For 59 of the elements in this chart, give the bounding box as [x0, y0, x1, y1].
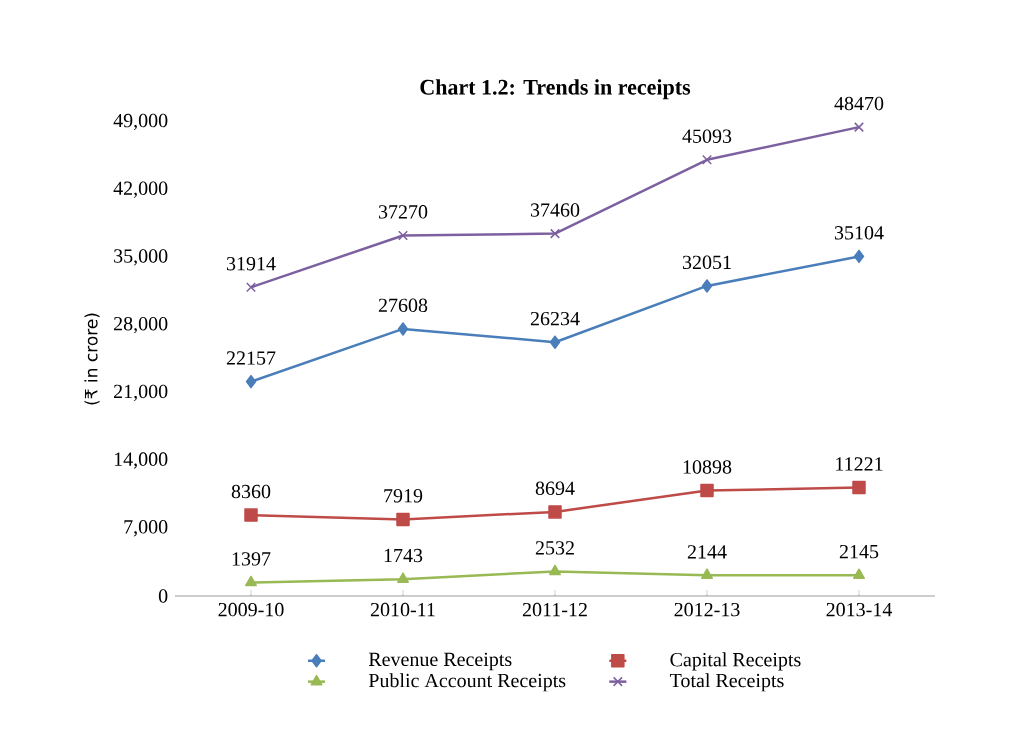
point: [853, 249, 865, 264]
data-label: 10898: [683, 460, 732, 474]
data-label: 37460: [530, 203, 580, 217]
point: [245, 374, 257, 389]
y-tick-label: 0: [158, 589, 168, 603]
point: [550, 228, 560, 239]
data-label: 35104: [834, 226, 884, 240]
legend-label: Revenue Receipts: [368, 652, 512, 671]
data-label: 11221: [836, 457, 883, 471]
point: [397, 572, 409, 583]
data-label: 2144: [687, 545, 727, 559]
data-label: 31914: [226, 256, 276, 271]
data-label: 27608: [378, 298, 428, 313]
x-tick-label: 2011-12: [522, 602, 587, 617]
point: [246, 282, 256, 293]
legend-label: Capital Receipts: [670, 652, 801, 671]
data-label: 2145: [839, 544, 879, 559]
x-tick-label: 2013-14: [826, 602, 893, 617]
point: [396, 512, 410, 527]
x-tick-label: 2012-13: [674, 602, 740, 617]
legend-label: Public Account Receipts: [368, 673, 566, 692]
data-label: 45093: [682, 129, 732, 143]
point: [853, 568, 865, 579]
point: [852, 480, 866, 495]
point: [244, 508, 258, 522]
point: [245, 575, 257, 587]
point: [549, 564, 561, 576]
chart-title: Chart 1.2: Trends in receipts: [420, 79, 691, 100]
y-tick-label: 35,000: [114, 249, 168, 266]
point: [854, 122, 864, 133]
y-tick-label: 21,000: [114, 384, 168, 402]
legend-label: Total Receipts: [669, 673, 784, 692]
point: [700, 483, 714, 498]
point: [701, 568, 713, 579]
y-tick-label: 14,000: [114, 452, 168, 469]
point: [549, 335, 561, 349]
y-tick-label: 49,000: [113, 113, 168, 131]
data-label: 8694: [535, 481, 575, 496]
y-axis-title: (₹ in crore): [84, 313, 100, 405]
data-label: 26234: [530, 311, 580, 326]
point: [702, 154, 712, 165]
point: [398, 230, 408, 241]
point: [701, 279, 713, 293]
data-label: 8360: [231, 484, 271, 499]
y-tick-label: 42,000: [113, 181, 168, 198]
x-tick-label: 2010-11: [370, 602, 435, 617]
point: [397, 322, 409, 336]
data-label: 2532: [535, 541, 574, 555]
data-label: 22157: [226, 351, 276, 365]
data-label: 32051: [682, 255, 731, 270]
data-label: 37270: [378, 205, 428, 219]
point: [548, 505, 562, 519]
x-tick-label: 2009-10: [218, 602, 284, 617]
data-label: 1397: [232, 552, 271, 566]
data-label: 48470: [834, 96, 884, 111]
data-label: 1743: [384, 548, 423, 563]
y-tick-label: 28,000: [114, 316, 168, 334]
data-label: 7919: [384, 489, 423, 503]
y-tick-label: 7,000: [124, 520, 168, 537]
